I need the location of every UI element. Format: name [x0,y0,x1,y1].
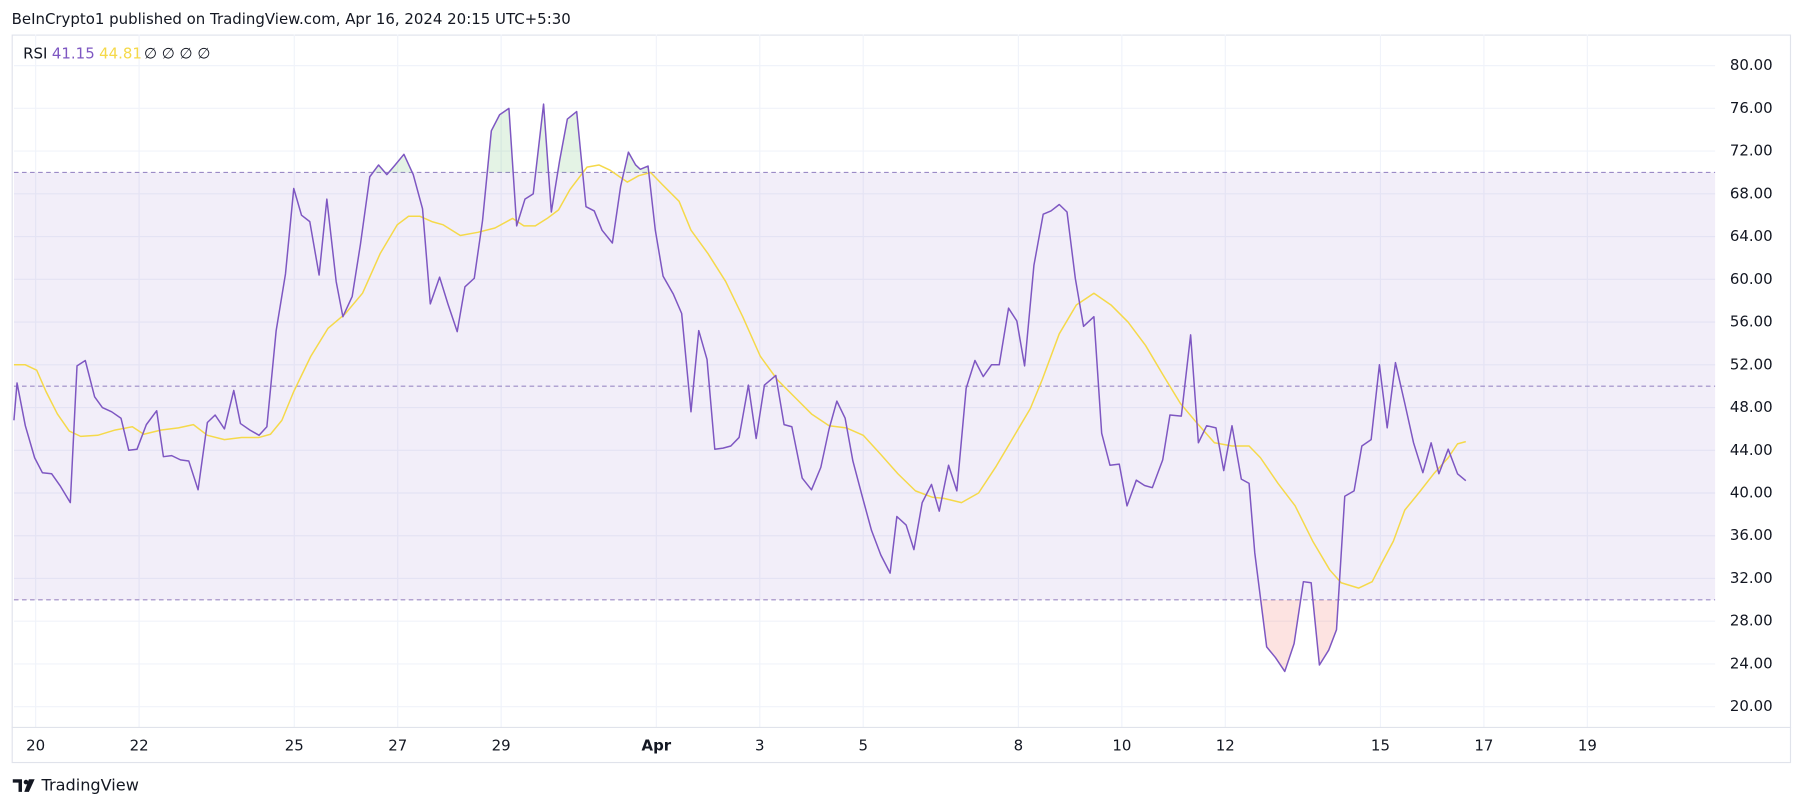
y-tick-label: 76.00 [1730,99,1773,117]
y-tick-label: 40.00 [1730,484,1773,502]
legend-value: 44.81 [99,45,142,63]
x-tick-label: 15 [1371,736,1390,754]
y-tick-label: 36.00 [1730,526,1773,544]
x-tick-label: 22 [130,736,149,754]
y-tick-label: 64.00 [1730,227,1773,245]
y-tick-label: 24.00 [1730,654,1773,672]
logo-mark [23,779,29,785]
x-tick-label: 27 [388,736,407,754]
logo [12,779,35,792]
x-tick-label: 8 [1014,736,1024,754]
y-tick-label: 32.00 [1730,569,1773,587]
footer: TradingView [41,776,139,795]
y-tick-label: 68.00 [1730,184,1773,202]
series-line [13,103,1467,673]
x-tick-label: 17 [1474,736,1493,754]
series-line [13,164,1466,589]
y-tick-label: 20.00 [1730,697,1773,715]
x-tick-label: 3 [755,736,765,754]
logo-mark [24,779,35,792]
legend-extra: ∅ ∅ ∅ ∅ [144,45,210,63]
y-tick-label: 56.00 [1730,313,1773,331]
y-tick-label: 80.00 [1730,56,1773,74]
x-tick-label: Apr [642,736,672,754]
header: BeInCrypto1 published on TradingView.com… [12,10,571,28]
y-tick-label: 52.00 [1730,355,1773,373]
y-tick-label: 48.00 [1730,398,1773,416]
x-tick-label: 25 [285,736,304,754]
plot: 20.00 24.00 28.00 32.00 36.00 40.00 44.00 48.00… [13,34,1773,754]
x-tick-label: 20 [26,736,45,754]
logo-mark [12,779,22,792]
x-tick-label: 19 [1578,736,1597,754]
y-tick-label: 72.00 [1730,142,1773,160]
x-tick-label: 12 [1216,736,1235,754]
legend-value: 41.15 [52,45,95,63]
x-tick-label: 29 [492,736,511,754]
frame [11,34,1792,764]
x-tick-label: 5 [858,736,868,754]
x-tick-label: 10 [1112,736,1131,754]
legend-title: RSI [23,45,47,63]
y-tick-label: 44.00 [1730,441,1773,459]
y-tick-label: 60.00 [1730,270,1773,288]
y-tick-label: 28.00 [1730,612,1773,630]
